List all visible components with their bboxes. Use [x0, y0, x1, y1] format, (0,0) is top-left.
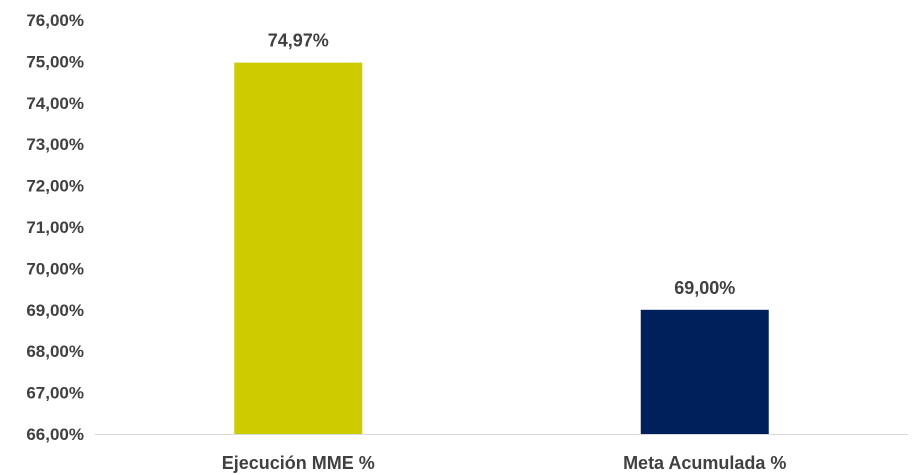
y-tick-label: 69,00%: [26, 301, 84, 320]
x-category-label: Meta Acumulada %: [623, 453, 786, 473]
bar: [640, 309, 769, 434]
y-tick-label: 73,00%: [26, 135, 84, 154]
y-tick-label: 67,00%: [26, 384, 84, 403]
bars: [234, 62, 769, 434]
y-tick-label: 70,00%: [26, 259, 84, 278]
y-tick-label: 71,00%: [26, 218, 84, 237]
x-category-label: Ejecución MME %: [222, 453, 375, 473]
y-axis: 76,00% 75,00% 74,00% 73,00% 72,00% 71,00% 70,0…: [26, 11, 84, 444]
y-tick-label: 75,00%: [26, 52, 84, 71]
y-tick-label: 66,00%: [26, 425, 84, 444]
bar-data-label: 74,97%: [268, 31, 329, 51]
y-tick-label: 76,00%: [26, 11, 84, 30]
y-tick-label: 68,00%: [26, 342, 84, 361]
bar-data-label: 69,00%: [674, 278, 735, 298]
y-tick-label: 72,00%: [26, 177, 84, 196]
category-labels: Ejecución MME % Meta Acumulada %: [222, 453, 787, 473]
data-labels: 74,97% 69,00%: [268, 31, 736, 298]
y-tick-label: 74,00%: [26, 94, 84, 113]
bar: [234, 62, 363, 434]
